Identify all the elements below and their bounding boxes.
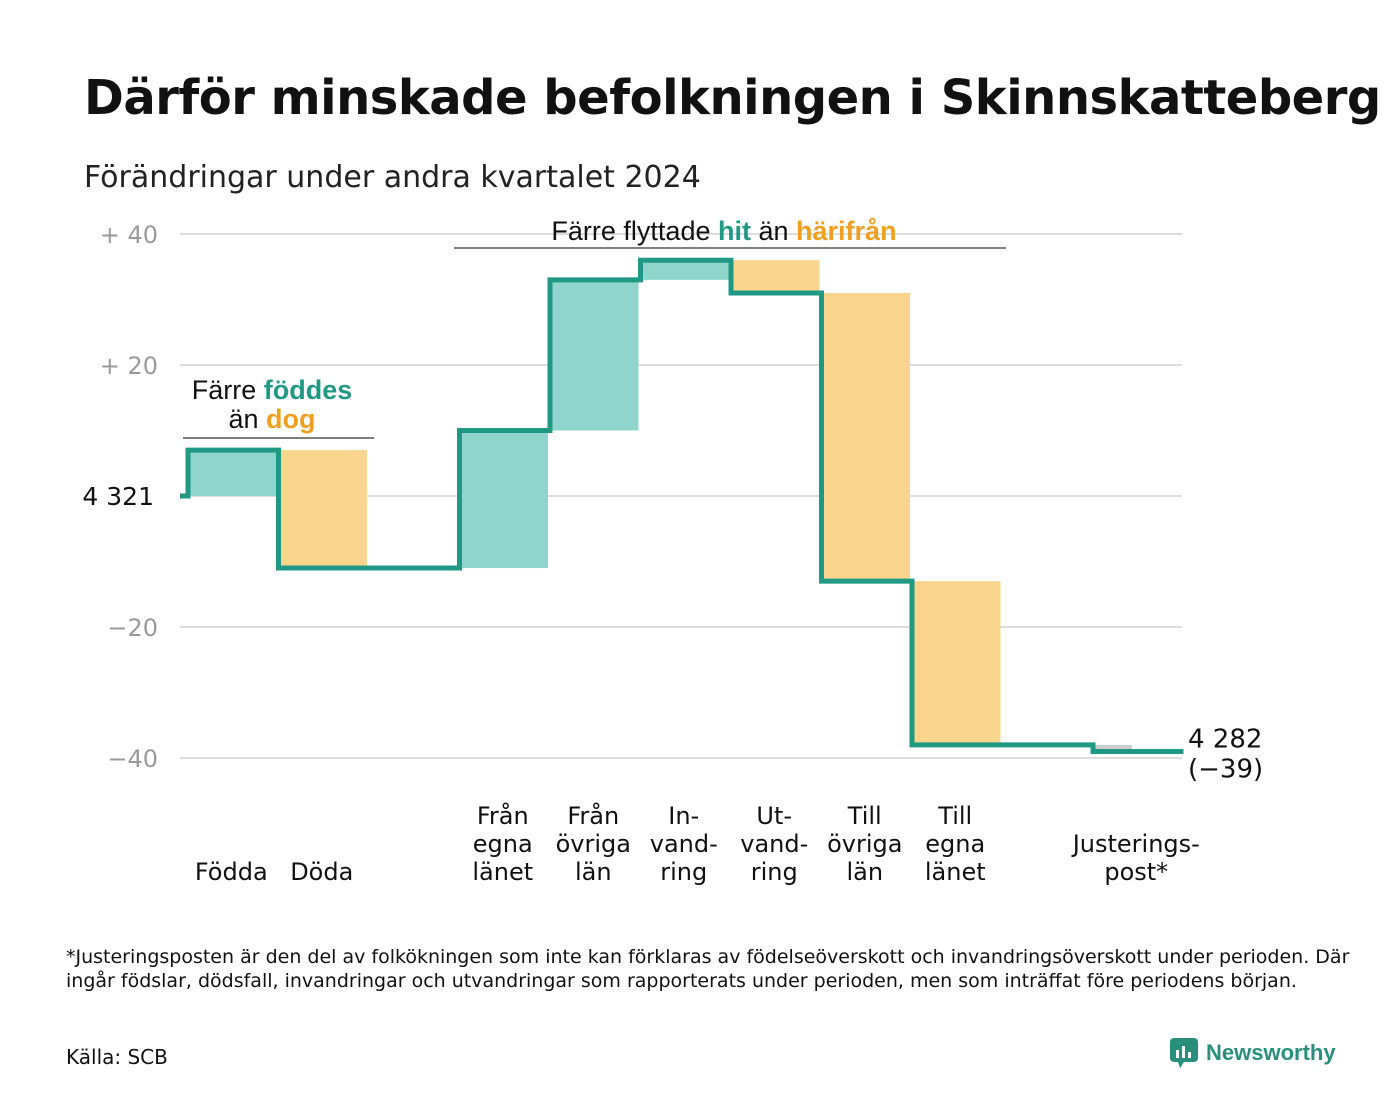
annotation-text: Färre föddes (192, 375, 353, 405)
annotation-part: föddes (264, 375, 353, 405)
category-label: övriga (827, 830, 902, 858)
waterfall-bar (910, 581, 1001, 745)
y-tick-label: −40 (107, 745, 158, 773)
annotation-text: än dog (228, 404, 315, 434)
category-label: Ut- (756, 802, 792, 830)
category-label: län (575, 858, 612, 886)
category-label: län (846, 858, 883, 886)
waterfall-bar (729, 260, 820, 293)
y-tick-label: + 20 (100, 352, 158, 380)
end-value-label: 4 282 (1188, 724, 1262, 754)
category-label: Till (937, 802, 972, 830)
annotation-part: dog (266, 404, 315, 434)
category-label: Födda (195, 858, 268, 886)
category-label: Till (847, 802, 882, 830)
chart-title: Därför minskade befolkningen i Skinnskat… (84, 70, 1381, 126)
category-label: vand- (740, 830, 808, 858)
population-step-line (180, 257, 1184, 754)
category-label: egna (473, 830, 533, 858)
annotation-part: härifrån (796, 216, 897, 246)
waterfall-bar (548, 279, 639, 431)
category-label: länet (472, 858, 533, 886)
source-label: Källa: SCB (66, 1045, 168, 1069)
brand-logo[interactable]: Newsworthy (1170, 1038, 1336, 1068)
waterfall-bar (638, 260, 729, 280)
y-tick-label: −20 (107, 614, 158, 642)
start-value-label: 4 321 (82, 482, 154, 511)
category-label: ring (751, 858, 798, 886)
category-label: länet (925, 858, 986, 886)
category-label: In- (668, 802, 699, 830)
brand-name: Newsworthy (1206, 1040, 1336, 1065)
annotation-part: hit (718, 216, 751, 246)
category-label: övriga (556, 830, 631, 858)
waterfall-bar (1091, 744, 1132, 752)
footnote: *Justeringsposten är den del av folkökni… (66, 946, 1350, 992)
annotation-part: Färre flyttade (551, 216, 718, 246)
category-label: Från (477, 801, 529, 830)
annotation-part: än (751, 216, 796, 246)
category-label: vand- (650, 830, 718, 858)
category-label: Från (567, 801, 619, 830)
category-label: Justerings- (1071, 830, 1200, 858)
waterfall-bar (276, 450, 367, 569)
category-label: Döda (290, 858, 353, 886)
annotation-part: än (228, 404, 266, 434)
waterfall-bar (186, 450, 277, 496)
end-change-label: (−39) (1188, 754, 1263, 784)
y-tick-label: + 40 (100, 221, 158, 249)
annotation-part: Färre (192, 375, 264, 405)
annotation-text: Färre flyttade hit än härifrån (551, 216, 896, 246)
category-label: egna (925, 830, 985, 858)
chart-subtitle: Förändringar under andra kvartalet 2024 (84, 160, 701, 195)
waterfall-bar (457, 430, 548, 569)
newsworthy-logo-icon (1170, 1038, 1198, 1068)
category-label: ring (660, 858, 707, 886)
category-label: post* (1104, 858, 1168, 886)
waterfall-bar (819, 292, 910, 582)
